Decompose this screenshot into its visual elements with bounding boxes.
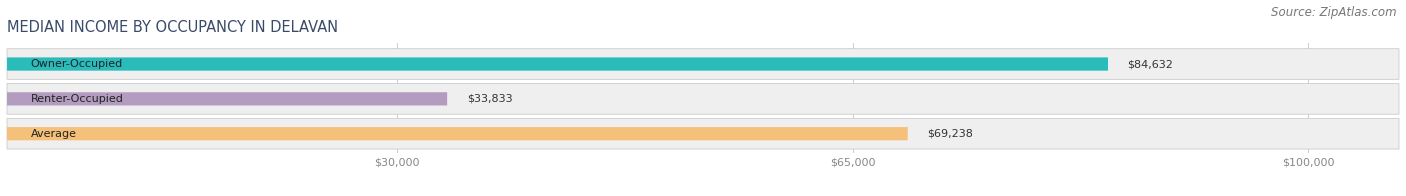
Text: $84,632: $84,632 [1128,59,1174,69]
FancyBboxPatch shape [7,83,1399,114]
Text: Average: Average [31,129,76,139]
FancyBboxPatch shape [7,92,447,105]
FancyBboxPatch shape [7,127,908,140]
FancyBboxPatch shape [7,118,1399,149]
Text: Renter-Occupied: Renter-Occupied [31,94,124,104]
FancyBboxPatch shape [7,49,1399,79]
FancyBboxPatch shape [7,57,1108,71]
Text: Owner-Occupied: Owner-Occupied [31,59,122,69]
Text: $69,238: $69,238 [927,129,973,139]
Text: Source: ZipAtlas.com: Source: ZipAtlas.com [1271,6,1396,19]
Text: MEDIAN INCOME BY OCCUPANCY IN DELAVAN: MEDIAN INCOME BY OCCUPANCY IN DELAVAN [7,20,339,35]
Text: $33,833: $33,833 [467,94,512,104]
